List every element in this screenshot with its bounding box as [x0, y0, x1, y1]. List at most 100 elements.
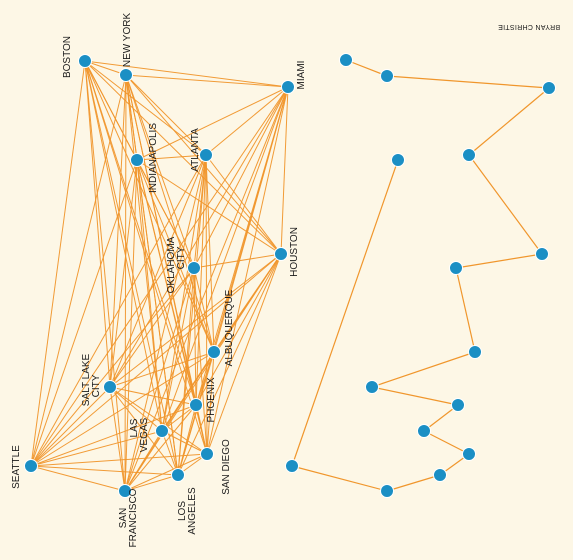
tour-edge-14	[291, 159, 399, 467]
edge-saltlake-losangeles	[109, 386, 179, 476]
edge-atlanta-sandiego	[205, 154, 208, 455]
tour-node-8	[365, 380, 379, 394]
tour-edge-3	[468, 87, 550, 156]
node-houston	[274, 247, 288, 261]
node-sanfrancisco	[118, 484, 132, 498]
label-boston: BOSTON	[62, 36, 73, 78]
edge-boston-losangeles	[84, 60, 179, 476]
edge-seattle-losangeles	[30, 465, 179, 476]
node-seattle	[24, 459, 38, 473]
node-albuquerque	[207, 345, 221, 359]
edge-miami-indianapolis	[136, 86, 289, 161]
label-oklahoma-line1: OKLAHOMA	[166, 236, 177, 293]
edge-saltlake-seattle	[30, 386, 111, 467]
edge-indianapolis-seattle	[30, 159, 138, 467]
edge-atlanta-sanfrancisco	[124, 154, 207, 492]
tour-node-3	[542, 81, 556, 95]
tour-node-14	[285, 459, 299, 473]
edge-boston-houston	[84, 60, 282, 255]
label-indianapolis: INDIANAPOLIS	[148, 123, 159, 193]
node-losangeles	[171, 468, 185, 482]
edge-lasvegas-losangeles	[161, 430, 179, 476]
edge-atlanta-houston	[205, 154, 282, 255]
edge-houston-sanfrancisco	[124, 253, 282, 492]
edge-boston-lasvegas	[84, 60, 163, 432]
edge-atlanta-phoenix	[195, 154, 207, 406]
edge-boston-newyork	[84, 60, 127, 76]
edge-atlanta-saltlake	[109, 154, 207, 388]
tour-edge-7	[371, 351, 476, 388]
edge-phoenix-sanfrancisco	[124, 404, 197, 492]
edge-oklahoma-seattle	[30, 267, 195, 467]
label-saltlake-line1: SALT LAKE	[81, 353, 92, 406]
edge-miami-houston	[280, 86, 289, 255]
edge-newyork-saltlake	[109, 74, 127, 388]
edge-lasvegas-seattle	[30, 430, 163, 467]
edge-boston-albuquerque	[84, 60, 215, 353]
edge-miami-lasvegas	[161, 86, 289, 432]
edge-indianapolis-oklahoma	[136, 159, 195, 269]
tour-node-12	[433, 468, 447, 482]
node-sandiego	[200, 447, 214, 461]
edge-saltlake-sandiego	[109, 386, 208, 455]
edge-phoenix-lasvegas	[161, 404, 197, 432]
edge-oklahoma-sandiego	[193, 267, 208, 455]
edge-houston-oklahoma	[193, 253, 282, 269]
tour-node-11	[462, 447, 476, 461]
node-saltlake	[103, 380, 117, 394]
label-losangeles-line1: LOS	[177, 501, 188, 521]
edge-houston-phoenix	[195, 253, 282, 406]
edge-indianapolis-sanfrancisco	[124, 159, 138, 492]
edge-newyork-oklahoma	[125, 74, 195, 269]
edge-boston-sanfrancisco	[84, 60, 126, 492]
node-newyork	[119, 68, 133, 82]
label-seattle: SEATTLE	[11, 445, 22, 489]
edge-houston-losangeles	[177, 253, 282, 476]
edge-sandiego-seattle	[30, 453, 208, 467]
edge-miami-sandiego	[206, 86, 289, 455]
label-phoenix: PHOENIX	[206, 377, 217, 422]
edge-albuquerque-losangeles	[177, 351, 215, 476]
edge-newyork-miami	[125, 74, 289, 88]
edge-newyork-seattle	[30, 74, 127, 467]
edge-atlanta-lasvegas	[161, 154, 207, 432]
label-sanfrancisco-line2: FRANCISCO	[128, 488, 139, 547]
tour-edge-4	[468, 154, 543, 255]
edge-houston-seattle	[30, 253, 282, 467]
tour-node-4	[462, 148, 476, 162]
label-saltlake-line2: CITY	[91, 374, 102, 397]
city-labels: BOSTON NEW YORK MIAMI INDIANAPOLIS ATLANTA HO…	[11, 13, 307, 548]
node-boston	[78, 54, 92, 68]
edge-miami-atlanta	[205, 86, 289, 156]
edge-boston-seattle	[30, 60, 86, 467]
label-sandiego: SAN DIEGO	[221, 439, 232, 495]
node-lasvegas	[155, 424, 169, 438]
edge-albuquerque-saltlake	[109, 351, 215, 388]
tour-node-15	[391, 153, 405, 167]
tour-node-5	[535, 247, 549, 261]
label-newyork: NEW YORK	[122, 13, 133, 68]
edge-oklahoma-lasvegas	[161, 267, 195, 432]
complete-graph-edges	[30, 60, 289, 492]
edge-sandiego-sanfrancisco	[124, 453, 208, 492]
tour-node-9	[451, 398, 465, 412]
credit-text: BRYAN CHRISTIE	[498, 23, 560, 30]
tour-edge-12	[386, 474, 441, 492]
node-atlanta	[199, 148, 213, 162]
edge-newyork-sanfrancisco	[124, 74, 127, 492]
tour-edge-9	[423, 404, 459, 432]
label-oklahoma-line2: CITY	[176, 246, 187, 269]
edge-atlanta-albuquerque	[205, 154, 215, 353]
edge-phoenix-sandiego	[195, 404, 208, 455]
edge-saltlake-phoenix	[109, 386, 197, 406]
label-losangeles-line2: ANGELES	[187, 487, 198, 535]
edge-boston-phoenix	[84, 60, 197, 406]
edge-houston-saltlake	[109, 253, 282, 388]
node-phoenix	[189, 398, 203, 412]
tour-node-1	[339, 53, 353, 67]
label-miami: MIAMI	[296, 61, 307, 90]
edge-saltlake-lasvegas	[109, 386, 163, 432]
edge-albuquerque-sandiego	[206, 351, 215, 455]
label-lasvegas-line1: LAS	[129, 418, 140, 437]
